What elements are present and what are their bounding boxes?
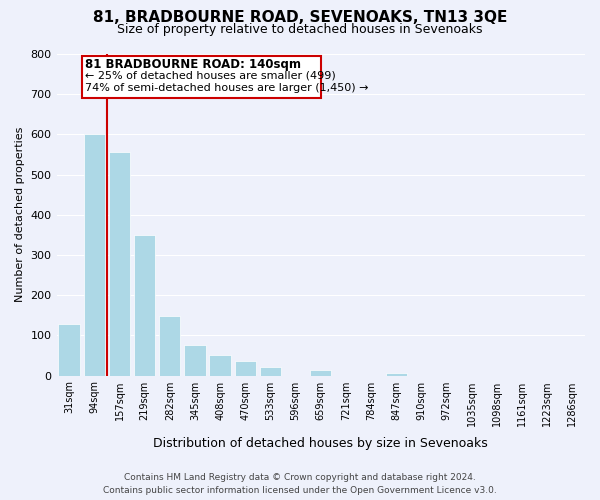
- Text: Contains HM Land Registry data © Crown copyright and database right 2024.
Contai: Contains HM Land Registry data © Crown c…: [103, 473, 497, 495]
- Bar: [386, 372, 407, 376]
- Text: ← 25% of detached houses are smaller (499): ← 25% of detached houses are smaller (49…: [85, 70, 336, 80]
- Y-axis label: Number of detached properties: Number of detached properties: [15, 127, 25, 302]
- Bar: [184, 346, 206, 376]
- Bar: [260, 368, 281, 376]
- Text: Size of property relative to detached houses in Sevenoaks: Size of property relative to detached ho…: [117, 22, 483, 36]
- Bar: [109, 152, 130, 376]
- Bar: [235, 362, 256, 376]
- X-axis label: Distribution of detached houses by size in Sevenoaks: Distribution of detached houses by size …: [154, 437, 488, 450]
- Text: 74% of semi-detached houses are larger (1,450) →: 74% of semi-detached houses are larger (…: [85, 83, 369, 93]
- Text: 81 BRADBOURNE ROAD: 140sqm: 81 BRADBOURNE ROAD: 140sqm: [85, 58, 301, 71]
- Bar: [58, 324, 80, 376]
- Bar: [159, 316, 181, 376]
- Bar: [83, 134, 105, 376]
- FancyBboxPatch shape: [82, 56, 321, 98]
- Text: 81, BRADBOURNE ROAD, SEVENOAKS, TN13 3QE: 81, BRADBOURNE ROAD, SEVENOAKS, TN13 3QE: [93, 10, 507, 25]
- Bar: [134, 235, 155, 376]
- Bar: [310, 370, 331, 376]
- Bar: [209, 356, 231, 376]
